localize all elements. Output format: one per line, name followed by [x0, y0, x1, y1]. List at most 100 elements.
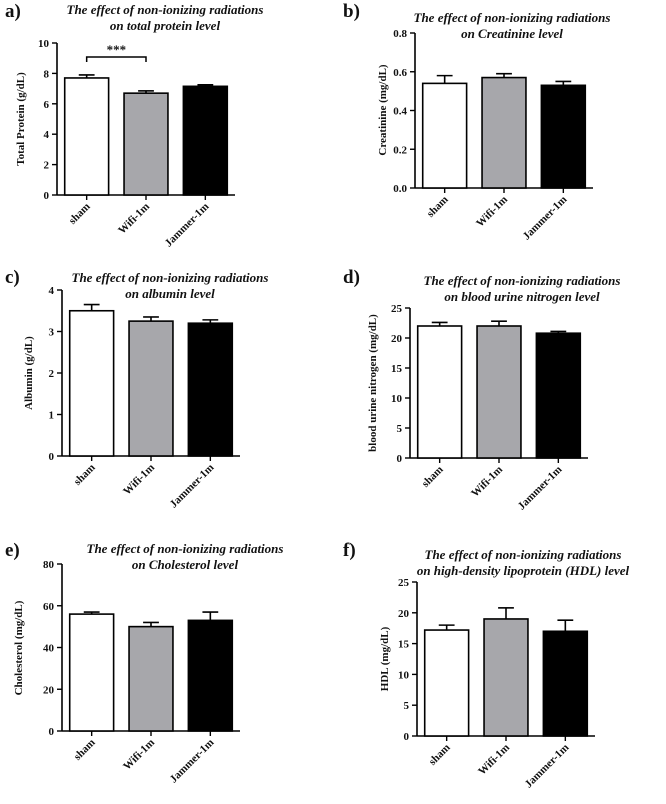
panel-letter: c): [5, 267, 20, 288]
y-axis-label: Cholesterol (mg/dL): [13, 600, 25, 695]
significance-label: ***: [107, 42, 127, 57]
chart-title-line: The effect of non-ionizing radiations: [424, 273, 621, 288]
y-tick-label: 0.8: [393, 28, 407, 40]
y-axis-label: HDL (mg/dL): [379, 626, 391, 691]
y-tick-label: 4: [49, 285, 55, 297]
x-tick-label: sham: [420, 464, 446, 490]
y-tick-label: 0: [397, 453, 403, 465]
y-tick-label: 3: [49, 327, 55, 339]
y-tick-label: 0.2: [393, 144, 407, 156]
y-axis-label: blood urine nitrogen (mg/dL): [367, 314, 379, 452]
y-tick-label: 0.4: [393, 106, 407, 118]
chart-title-line: on albumin level: [125, 286, 215, 301]
chart-title-line: on high-density lipoprotein (HDL) level: [417, 563, 630, 578]
y-tick-label: 0.0: [393, 183, 407, 195]
x-tick-label: Jammer-1m: [168, 737, 217, 786]
x-tick-label: Wifi-1m: [469, 464, 505, 500]
bar-jammer-1m: [542, 630, 589, 737]
x-tick-label: sham: [67, 201, 93, 227]
x-tick-label: sham: [427, 742, 453, 768]
bar-sham: [421, 82, 468, 189]
x-tick-label: sham: [425, 194, 451, 220]
bar-wifi-1m: [483, 618, 529, 737]
y-tick-label: 20: [398, 608, 410, 620]
bar-jammer-1m: [187, 322, 234, 457]
chart-title-line: on total protein level: [110, 18, 221, 33]
y-tick-label: 15: [398, 639, 410, 651]
y-tick-label: 2: [49, 368, 55, 380]
y-tick-label: 0.6: [393, 67, 407, 79]
chart-title-line: The effect of non-ionizing radiations: [72, 270, 269, 285]
y-tick-label: 15: [391, 363, 403, 375]
y-tick-label: 4: [44, 129, 50, 141]
chart-title-line: on blood urine nitrogen level: [444, 289, 600, 304]
bar-wifi-1m: [128, 625, 174, 732]
chart-panel-3: c) The effect of non-ionizing radiationso…: [5, 267, 268, 510]
bar-wifi-1m: [128, 320, 174, 457]
x-tick-label: Jammer-1m: [163, 201, 212, 250]
y-tick-label: 0: [49, 726, 55, 738]
x-tick-label: Wifi-1m: [476, 742, 512, 778]
y-tick-label: 1: [49, 410, 55, 422]
y-tick-label: 6: [44, 99, 50, 111]
panel-letter: b): [343, 1, 360, 22]
chart-panel-1: a) The effect of non-ionizing radiationso…: [5, 1, 263, 249]
y-tick-label: 2: [44, 160, 50, 172]
y-tick-label: 5: [404, 700, 410, 712]
y-axis-label: Creatinine (mg/dL): [377, 64, 389, 155]
y-tick-label: 60: [43, 601, 55, 613]
panel-letter: f): [343, 540, 356, 561]
significance-bracket: [85, 56, 147, 62]
bar-wifi-1m: [481, 76, 527, 189]
panel-letter: a): [5, 1, 21, 22]
bar-wifi-1m: [123, 92, 169, 196]
x-tick-label: Jammer-1m: [516, 464, 565, 513]
bar-sham: [68, 309, 115, 457]
bar-jammer-1m: [540, 84, 587, 189]
y-tick-label: 0: [44, 190, 50, 202]
y-tick-label: 20: [43, 684, 55, 696]
bar-sham: [416, 325, 463, 459]
x-tick-label: Jammer-1m: [521, 194, 570, 243]
x-tick-label: Wifi-1m: [121, 737, 157, 773]
y-tick-label: 10: [391, 393, 403, 405]
bar-jammer-1m: [182, 85, 229, 196]
y-tick-label: 0: [49, 451, 55, 463]
y-tick-label: 40: [43, 643, 55, 655]
y-tick-label: 0: [404, 731, 410, 743]
y-tick-label: 20: [391, 333, 403, 345]
chart-title-line: The effect of non-ionizing radiations: [425, 547, 622, 562]
panel-letter: d): [343, 267, 360, 288]
bar-sham: [68, 613, 115, 732]
y-tick-label: 10: [398, 669, 410, 681]
x-tick-label: Jammer-1m: [523, 742, 572, 791]
chart-panel-5: e) The effect of non-ionizing radiationso…: [5, 540, 283, 785]
x-tick-label: Jammer-1m: [168, 462, 217, 511]
chart-panel-2: b) The effect of non-ionizing radiationso…: [343, 1, 610, 242]
bar-jammer-1m: [535, 332, 582, 459]
y-tick-label: 80: [43, 559, 55, 571]
x-tick-label: sham: [72, 737, 98, 763]
chart-title-line: on Creatinine level: [461, 26, 563, 41]
chart-panel-4: d) The effect of non-ionizing radiationso…: [343, 267, 620, 512]
chart-title-line: The effect of non-ionizing radiations: [67, 2, 264, 17]
bar-sham: [423, 629, 470, 737]
bar-jammer-1m: [187, 619, 234, 732]
y-tick-label: 8: [44, 68, 50, 80]
x-tick-label: sham: [72, 462, 98, 488]
x-tick-label: Wifi-1m: [474, 194, 510, 230]
y-axis-label: Albumin (g/dL): [23, 336, 35, 410]
chart-title-line: The effect of non-ionizing radiations: [87, 541, 284, 556]
bar-sham: [63, 77, 110, 196]
chart-title-line: on Cholesterol level: [132, 557, 239, 572]
y-tick-label: 25: [391, 303, 403, 315]
y-tick-label: 10: [38, 38, 50, 50]
y-axis-label: Total Protein (g/dL): [15, 72, 27, 166]
chart-title-line: The effect of non-ionizing radiations: [414, 10, 611, 25]
y-tick-label: 5: [397, 423, 403, 435]
x-tick-label: Wifi-1m: [116, 201, 152, 237]
bar-wifi-1m: [476, 325, 522, 459]
x-tick-label: Wifi-1m: [121, 462, 157, 498]
chart-panel-6: f) The effect of non-ionizing radiationso…: [343, 540, 630, 790]
